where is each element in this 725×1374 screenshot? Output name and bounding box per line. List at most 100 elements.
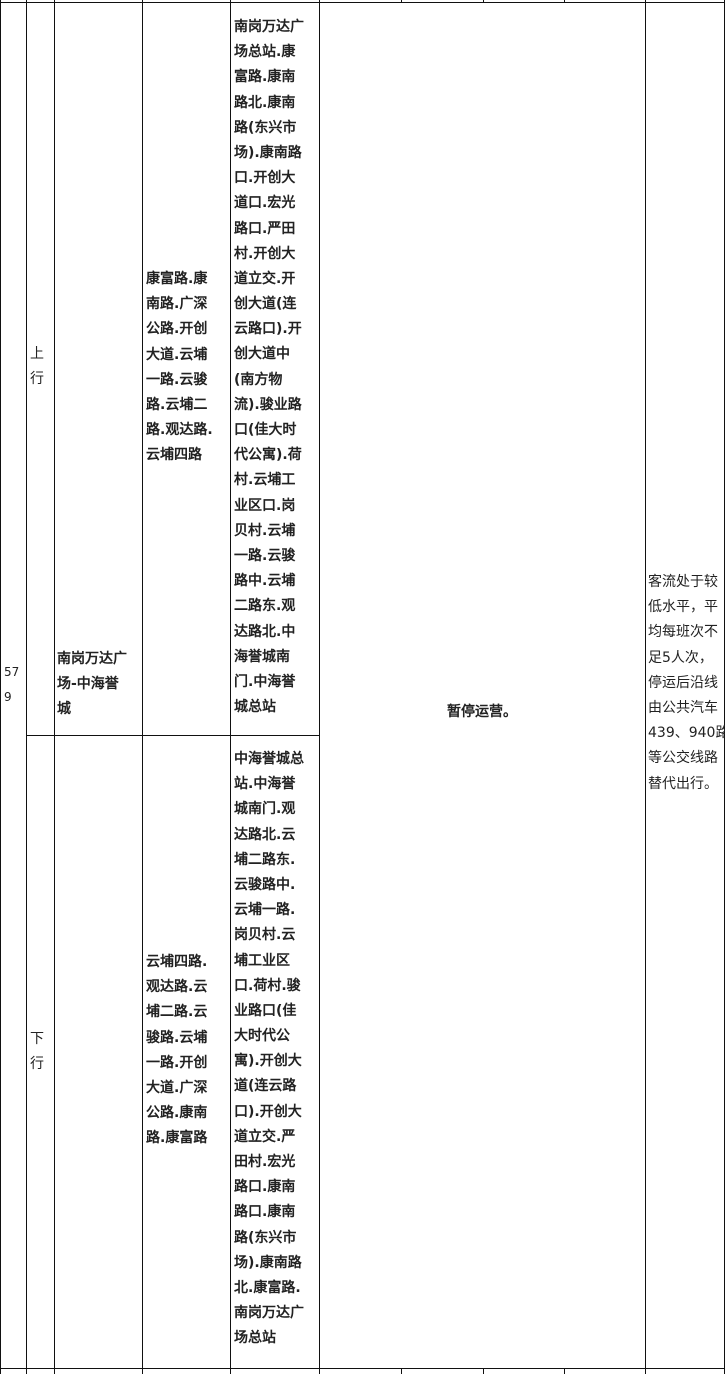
stop-line: 田村.宏光 [234,1154,296,1170]
stop-line: 南岗万达广 [234,1305,304,1322]
road-line: 康富路.康 [146,271,208,287]
col-line [645,0,646,1374]
col-line [0,0,1,1374]
road-line: 路.观达路. [146,422,213,439]
stop-line: 创大道(连 [234,296,297,313]
table-border-top [0,2,725,3]
stop-line: 云埔一路. [234,902,296,919]
road-line: 大道.广深 [146,1079,208,1096]
stop-line: 场总站.康 [234,44,296,61]
route-number-line: 57 [4,665,20,679]
direction-char: 下 [30,1031,44,1047]
stop-line: 达路北.中 [234,623,296,640]
road-line: 公路.康南 [146,1105,208,1122]
road-line: 南路.广深 [146,296,208,313]
col-line [483,0,484,3]
remark: 客流处于较 低水平，平 均每班次不 足5人次， 停运后沿线 由公共汽车 439、940路 等公… [648,570,725,797]
status-text: 暂停运营。 [447,704,517,720]
road-line: 大道.云埔 [146,346,208,363]
road-line: 埔二路.云 [146,1004,208,1021]
stop-line: 寓).开创大 [234,1053,302,1070]
stop-line: 路(东兴市 [234,119,297,136]
remark-line: 低水平，平 [648,599,718,616]
direction-char: 上 [30,346,44,362]
stop-line: 南岗万达广 [234,19,304,35]
col-line [319,0,320,1374]
remark-line: 停运后沿线 [648,674,718,691]
col-line [401,1368,402,1374]
stop-line: 场).康南路 [234,1254,302,1271]
route-name-line: 场-中海誉 [57,676,119,693]
stop-line: 口).开创大 [234,1103,302,1120]
stop-line: 口.荷村.骏 [234,977,301,994]
stop-line: 路(东兴市 [234,1229,297,1246]
col-line [401,0,402,3]
stop-line: 一路.云骏 [234,547,296,564]
up-roads: 康富路.康南路.广深公路.开创大道.云埔一路.云骏路.云埔二路.观达路. 云埔四路 [146,267,213,469]
stop-line: 路口.康南 [234,1204,296,1221]
stop-line: (南方物 [234,371,283,388]
stop-line: 口.开创大 [234,170,296,187]
stop-line: 创大道中 [234,346,290,363]
stop-line: 路口.严田 [234,220,296,237]
stop-line: 业路口(佳 [234,1002,297,1019]
up-direction: 上 行 [30,342,44,392]
stop-line: 村.开创大 [234,245,296,262]
stop-line: 路中.云埔 [234,573,296,590]
stop-line: 埔二路东. [234,851,296,868]
route-name-line: 南岗万达广 [57,651,127,667]
stop-line: 道立交.开 [234,270,296,287]
stop-line: 村.云埔工 [234,472,296,489]
stop-line: 道(连云路 [234,1078,297,1095]
remark-line: 等公交线路 [648,750,718,767]
up-stops: 南岗万达广 场总站.康 富路.康南 路北.康南 路(东兴市 场).康南路 口.开创大 道口.宏… [234,15,304,720]
stop-line: 路北.康南 [234,94,296,111]
stop-line: 城总站 [234,699,276,716]
road-line: 云埔四路. [146,954,208,970]
stop-line: 代公寓).荷 [234,447,302,464]
stop-line: 业区口.岗 [234,497,296,514]
stop-line: 门.中海誉 [234,673,296,690]
col-line [564,1368,565,1374]
table-border-bottom [0,1368,725,1369]
direction-char: 行 [30,1056,44,1073]
col-line [142,0,143,1374]
stop-line: 北.康富路. [234,1279,301,1296]
direction-char: 行 [30,371,44,388]
road-line: 骏路.云埔 [146,1029,208,1046]
stop-line: 岗贝村.云 [234,927,296,944]
col-line [26,0,27,1374]
stop-line: 富路.康南 [234,69,296,86]
remark-line: 由公共汽车 [648,699,718,716]
stop-line: 埔工业区 [234,952,290,969]
stop-line: 路口.康南 [234,1179,296,1196]
route-name: 南岗万达广场-中海誉城 [57,647,127,723]
road-line: 一路.云骏 [146,371,208,388]
stop-line: 场).康南路 [234,144,302,161]
road-line: 观达路.云 [146,979,208,996]
stop-line: 海誉城南 [234,648,290,665]
col-line [483,1368,484,1374]
stop-line: 云路口).开 [234,321,302,338]
remark-line: 替代出行。 [648,775,718,792]
stop-line: 贝村.云埔 [234,522,296,539]
down-roads: 云埔四路. 观达路.云 埔二路.云 骏路.云埔 一路.开创 大道.广深 公路.康南 路.康富路 [146,950,207,1152]
col-line [54,0,55,1374]
stop-line: 大时代公 [234,1028,290,1045]
stop-line: 口(佳大时 [234,422,297,438]
col-line [230,0,231,1374]
stop-line: 站.中海誉 [234,776,296,793]
stop-line: 流).骏业路 [234,396,302,413]
stop-line: 道立交.严 [234,1128,296,1145]
road-line: 公路.开创 [146,321,208,338]
col-line [564,0,565,3]
road-line: 云埔四路 [146,447,202,464]
stop-line: 中海誉城总 [234,751,304,767]
stop-line: 城南门.观 [234,801,296,818]
road-line: 路.云埔二 [146,396,208,413]
remark-line: 439、940路 [648,725,725,742]
down-stops: 中海誉城总 站.中海誉 城南门.观 达路北.云 埔二路东. 云骏路中. 云埔一路. 岗贝村.云… [234,747,304,1352]
remark-line: 足5人次， [648,649,713,666]
road-line: 一路.开创 [146,1054,208,1071]
route-name-line: 城 [57,701,71,718]
